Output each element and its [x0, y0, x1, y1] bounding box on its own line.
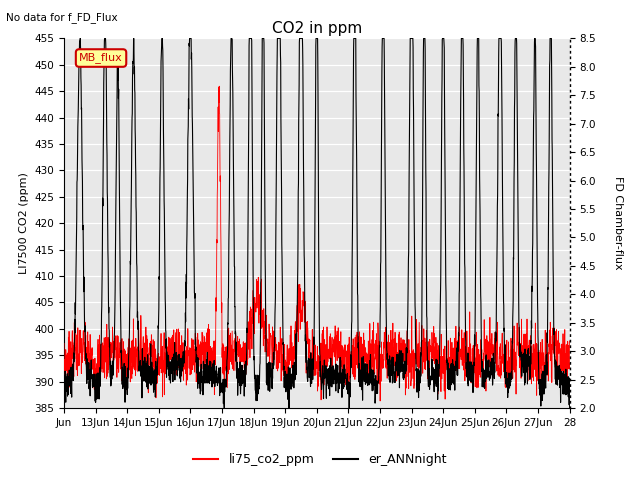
Text: MB_flux: MB_flux — [79, 53, 123, 63]
Legend: li75_co2_ppm, er_ANNnight: li75_co2_ppm, er_ANNnight — [188, 448, 452, 471]
Y-axis label: LI7500 CO2 (ppm): LI7500 CO2 (ppm) — [19, 172, 29, 274]
Y-axis label: FD Chamber-flux: FD Chamber-flux — [612, 176, 623, 270]
Text: No data for f_FD_Flux: No data for f_FD_Flux — [6, 12, 118, 23]
Title: CO2 in ppm: CO2 in ppm — [271, 21, 362, 36]
